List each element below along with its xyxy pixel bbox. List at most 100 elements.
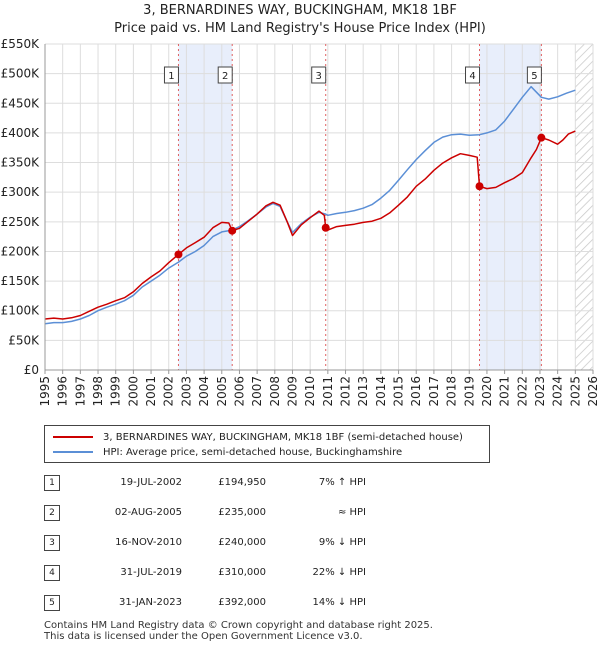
sale-label-number: 1 [168,71,174,82]
x-tick-label: 2017 [427,376,441,407]
chart-title: 3, BERNARDINES WAY, BUCKINGHAM, MK18 1BF… [0,2,600,38]
legend-label-property: 3, BERNARDINES WAY, BUCKINGHAM, MK18 1BF… [103,431,463,443]
x-tick-label: 2024 [551,376,565,407]
sale-label-number: 5 [531,71,537,82]
table-row: 4 31-JUL-2019 £310,000 22% ↓ HPI [44,565,464,583]
sale-date: 31-JAN-2023 [118,597,182,608]
sale-point [228,226,237,235]
y-tick-label: £250K [1,215,41,229]
sale-price: £310,000 [218,567,266,578]
sale-date: 02-AUG-2005 [114,507,182,518]
x-tick-label: 2002 [162,376,176,407]
legend-item-property: 3, BERNARDINES WAY, BUCKINGHAM, MK18 1BF… [53,430,463,444]
x-tick-label: 2000 [126,376,140,407]
sale-label-box [163,66,179,84]
sale-label-number: 4 [469,71,475,82]
x-tick-label: 2015 [392,376,406,407]
footer-licence: This data is licensed under the Open Gov… [44,631,363,642]
sale-number-badge: 3 [44,535,60,551]
title-line-2: Price paid vs. HM Land Registry's House … [114,21,486,36]
sale-date: 19-JUL-2002 [120,477,182,488]
sale-price: £392,000 [218,597,266,608]
title-line-1: 3, BERNARDINES WAY, BUCKINGHAM, MK18 1BF [143,3,457,18]
x-tick-label: 2018 [445,376,459,407]
table-row: 2 02-AUG-2005 £235,000 ≈ HPI [44,505,464,523]
x-tick-label: 2026 [586,376,600,407]
x-tick-label: 2020 [480,376,494,407]
sale-number-badge: 2 [44,505,60,521]
forecast-hatch [575,44,593,370]
sale-point [475,182,484,191]
x-tick-label: 2007 [250,376,264,407]
sale-label-number: 3 [316,71,322,82]
legend-swatch-hpi [53,451,93,453]
y-tick-label: £100K [1,304,41,318]
y-tick-label: £500K [1,67,41,81]
sale-point [321,223,330,232]
x-tick-label: 2013 [356,376,370,407]
sale-point [537,133,546,142]
x-tick-label: 2001 [144,376,158,407]
x-tick-label: 1996 [56,376,70,407]
sale-label-box [217,66,233,84]
sale-price: £194,950 [218,477,266,488]
sale-label-box [465,66,481,84]
shaded-period [479,44,542,370]
y-tick-label: £200K [1,244,41,258]
sale-number-badge: 4 [44,565,60,581]
x-tick-label: 1995 [38,376,52,407]
sale-price: £240,000 [218,537,266,548]
x-tick-label: 1998 [91,376,105,407]
series-line-property [44,130,576,320]
y-tick-label: £150K [1,274,41,288]
x-tick-label: 2021 [498,376,512,407]
shaded-period [178,44,233,370]
sale-hpi-comparison: ≈ HPI [337,507,366,518]
x-tick-label: 2010 [303,376,317,407]
x-tick-label: 2008 [268,376,282,407]
x-tick-label: 2025 [568,376,582,407]
sale-date: 16-NOV-2010 [115,537,182,548]
sale-label-number: 2 [222,71,228,82]
table-row: 1 19-JUL-2002 £194,950 7% ↑ HPI [44,475,464,493]
y-tick-label: £450K [1,96,41,110]
y-tick-label: £350K [1,156,41,170]
sale-number-badge: 1 [44,475,60,491]
x-tick-label: 2012 [339,376,353,407]
x-tick-label: 1997 [73,376,87,407]
x-tick-label: 2004 [197,376,211,407]
table-row: 5 31-JAN-2023 £392,000 14% ↓ HPI [44,595,464,613]
x-tick-label: 2009 [285,376,299,407]
sale-hpi-comparison: 14% ↓ HPI [312,597,366,608]
legend-label-hpi: HPI: Average price, semi-detached house,… [103,446,403,458]
sale-label-box [311,66,327,84]
footer: Contains HM Land Registry data © Crown c… [44,620,433,642]
x-tick-label: 2019 [462,376,476,407]
sale-point [174,250,183,259]
y-tick-label: £50K [8,333,40,347]
sale-hpi-comparison: 22% ↓ HPI [312,567,366,578]
x-tick-label: 2006 [232,376,246,407]
y-tick-label: £550K [1,37,41,51]
y-tick-label: £400K [1,126,41,140]
sale-label-box [526,66,542,84]
x-tick-label: 2023 [533,376,547,407]
legend-swatch-property [53,436,93,438]
sale-date: 31-JUL-2019 [120,567,182,578]
table-row: 3 16-NOV-2010 £240,000 9% ↓ HPI [44,535,464,553]
x-tick-label: 2014 [374,376,388,407]
x-tick-label: 1999 [109,376,123,407]
sale-hpi-comparison: 9% ↓ HPI [318,537,366,548]
x-tick-label: 2022 [515,376,529,407]
y-tick-label: £300K [1,185,41,199]
x-tick-label: 2011 [321,376,335,407]
sale-number-badge: 5 [44,595,60,611]
price-chart: 1 2 3 4 5 £0 £50K £100K £150K £200K £250K £300K £35… [1,37,600,407]
sale-hpi-comparison: 7% ↑ HPI [318,477,366,488]
x-tick-label: 2016 [409,376,423,407]
sale-price: £235,000 [218,507,266,518]
legend-item-hpi: HPI: Average price, semi-detached house,… [53,445,402,459]
y-tick-label: £0 [24,363,39,377]
x-tick-label: 2005 [215,376,229,407]
footer-copyright: Contains HM Land Registry data © Crown c… [44,620,433,631]
